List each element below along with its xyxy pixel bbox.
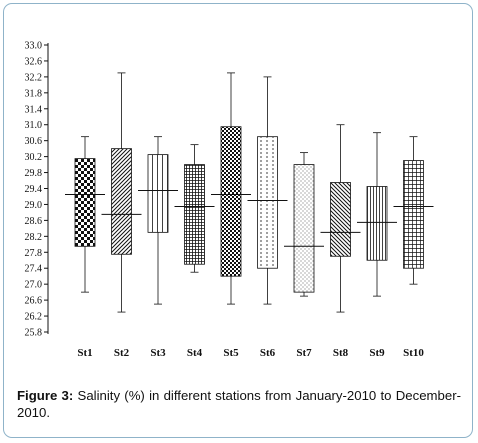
y-tick-label: 25.8 — [25, 328, 43, 339]
box-iqr — [366, 186, 388, 261]
y-tick-label: 27.4 — [25, 264, 43, 275]
x-category-label: St9 — [369, 347, 385, 359]
y-tick-label: 31.4 — [25, 104, 43, 115]
box-iqr — [74, 158, 96, 247]
x-category-label: St3 — [150, 347, 166, 359]
box-iqr — [220, 126, 242, 277]
box-iqr — [330, 182, 351, 257]
box-iqr — [147, 154, 169, 233]
y-tick-label: 30.2 — [25, 152, 43, 163]
x-category-label: St10 — [403, 347, 424, 359]
y-tick-label: 26.6 — [25, 296, 43, 307]
box-st9 — [357, 132, 397, 297]
y-tick-label: 28.6 — [25, 216, 43, 227]
caption-text: Salinity (%) in different stations from … — [17, 388, 461, 420]
figure-caption: Figure 3: Salinity (%) in different stat… — [17, 387, 461, 421]
y-tick-label: 26.2 — [25, 312, 43, 323]
box-iqr — [111, 148, 132, 255]
y-tick-label: 33.0 — [25, 41, 43, 52]
x-category-label: St5 — [223, 347, 239, 359]
caption-label: Figure 3: — [17, 388, 74, 403]
box-st3 — [138, 136, 178, 305]
x-category-label: St4 — [187, 347, 203, 359]
x-category-label: St6 — [260, 347, 276, 359]
x-category-label: St7 — [296, 347, 312, 359]
y-tick-label: 29.4 — [25, 184, 43, 195]
boxplot-chart: 25.8 26.2 26.6 27.0 27.4 27.8 28.2 28.6 29.0 29.4… — [25, 41, 434, 359]
box-st4 — [174, 144, 215, 273]
y-tick-label: 29.0 — [25, 200, 43, 211]
box-iqr — [293, 164, 315, 293]
y-tick-label: 31.8 — [25, 88, 43, 99]
x-category-label: St1 — [77, 347, 92, 359]
y-tick-label: 32.2 — [25, 72, 43, 83]
y-tick-label: 32.6 — [25, 56, 43, 67]
x-category-label: St2 — [114, 347, 130, 359]
box-st10 — [393, 136, 434, 285]
box-st6 — [247, 76, 288, 305]
y-tick-label: 31.0 — [25, 120, 43, 131]
box-iqr — [257, 136, 278, 269]
y-tick-label: 28.2 — [25, 232, 43, 243]
box-series — [65, 72, 434, 313]
box-iqr — [184, 164, 205, 265]
box-st7 — [284, 152, 324, 297]
box-st5 — [211, 72, 251, 305]
y-axis: 25.8 26.2 26.6 27.0 27.4 27.8 28.2 28.6 29.0 29.4… — [25, 41, 49, 339]
x-category-label: St8 — [333, 347, 349, 359]
y-tick-label: 27.0 — [25, 280, 43, 291]
x-axis-labels: St1 St2 St3 St4 St5 St6 St7 St8 St9 St10 — [77, 347, 424, 359]
box-iqr — [403, 160, 424, 269]
y-tick-label: 30.6 — [25, 136, 43, 147]
box-st1 — [65, 136, 105, 293]
box-st8 — [320, 124, 361, 313]
y-tick-label: 27.8 — [25, 248, 43, 259]
y-tick-label: 29.8 — [25, 168, 43, 179]
box-st2 — [101, 72, 142, 313]
